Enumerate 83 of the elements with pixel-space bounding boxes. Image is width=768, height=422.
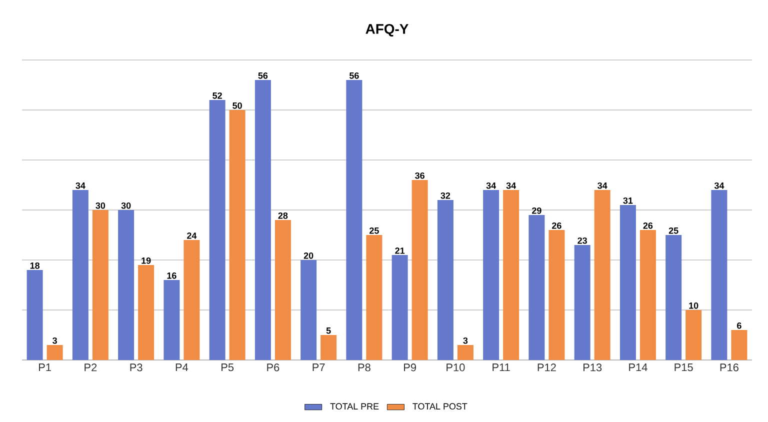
data-label: 10 xyxy=(689,302,698,309)
x-tick-label: P8 xyxy=(358,364,370,372)
bar xyxy=(254,80,271,360)
bar xyxy=(483,190,500,360)
data-label: 34 xyxy=(76,182,86,189)
data-label: 52 xyxy=(212,92,222,99)
bar xyxy=(26,270,43,360)
data-label: 25 xyxy=(668,227,678,234)
x-tick-label: P12 xyxy=(538,364,556,372)
data-label: 5 xyxy=(326,328,331,334)
bar xyxy=(346,80,362,360)
bar xyxy=(209,100,226,360)
x-tick-label: P14 xyxy=(629,364,648,372)
data-label: 30 xyxy=(96,202,106,209)
data-label: 31 xyxy=(623,197,633,204)
x-tick-label: P7 xyxy=(312,364,325,372)
bar xyxy=(594,190,610,360)
bar xyxy=(412,180,428,360)
data-label: 56 xyxy=(349,72,359,79)
bar xyxy=(503,190,520,360)
x-tick-label: P16 xyxy=(720,364,738,372)
data-label: 36 xyxy=(415,172,424,179)
data-label: 26 xyxy=(643,222,653,229)
data-label: 19 xyxy=(142,257,151,264)
bar xyxy=(184,240,200,360)
data-label: 34 xyxy=(486,182,496,189)
bar xyxy=(138,265,154,360)
bar xyxy=(274,220,291,360)
data-label: 34 xyxy=(714,182,724,189)
bar xyxy=(46,345,63,360)
bar xyxy=(366,235,382,360)
data-label: 56 xyxy=(258,72,268,79)
data-label: 30 xyxy=(121,202,131,209)
x-tick-label: P1 xyxy=(39,364,51,372)
x-tick-label: P15 xyxy=(674,364,693,372)
bar xyxy=(620,205,636,360)
x-tick-label: P5 xyxy=(222,364,234,372)
x-tick-label: P13 xyxy=(583,364,602,372)
data-label: 20 xyxy=(304,252,314,259)
bar xyxy=(666,235,682,360)
x-tick-label: P11 xyxy=(492,364,510,372)
bar xyxy=(320,335,337,360)
data-label: 18 xyxy=(30,262,40,269)
bar xyxy=(392,255,408,360)
bar xyxy=(164,280,180,360)
x-tick-label: P10 xyxy=(446,364,465,372)
data-label: 28 xyxy=(278,212,288,219)
bar xyxy=(118,210,134,360)
bar xyxy=(731,330,748,360)
bar xyxy=(457,345,474,360)
data-label: 23 xyxy=(578,237,587,244)
bar xyxy=(640,230,656,360)
data-label: 29 xyxy=(532,207,542,214)
bar xyxy=(686,310,702,360)
bar xyxy=(548,230,565,360)
data-label: 3 xyxy=(52,337,57,344)
bar xyxy=(300,260,317,360)
x-tick-label: P9 xyxy=(404,364,416,372)
bar xyxy=(437,200,454,360)
bar xyxy=(92,210,108,360)
bar xyxy=(711,190,728,360)
data-label: 50 xyxy=(232,102,242,109)
data-label: 21 xyxy=(395,248,405,254)
bar xyxy=(72,190,88,360)
x-tick-label: P4 xyxy=(176,364,188,372)
data-label: 26 xyxy=(552,222,562,229)
data-label: 16 xyxy=(167,272,176,279)
bar xyxy=(574,245,590,360)
data-label: 3 xyxy=(463,337,468,344)
data-label: 25 xyxy=(370,227,379,234)
data-label: 34 xyxy=(598,182,608,189)
data-label: 34 xyxy=(506,182,516,189)
legend-label: TOTAL POST xyxy=(412,403,468,410)
data-label: 32 xyxy=(440,192,450,199)
legend-label: TOTAL PRE xyxy=(330,403,379,410)
bar xyxy=(528,215,545,360)
x-tick-label: P6 xyxy=(267,364,280,372)
bar xyxy=(229,110,246,360)
x-tick-label: P2 xyxy=(84,364,97,372)
data-label: 6 xyxy=(737,322,742,329)
x-tick-label: P3 xyxy=(130,364,142,372)
data-label: 24 xyxy=(187,232,197,239)
chart-title: AFQ-Y xyxy=(366,24,408,37)
